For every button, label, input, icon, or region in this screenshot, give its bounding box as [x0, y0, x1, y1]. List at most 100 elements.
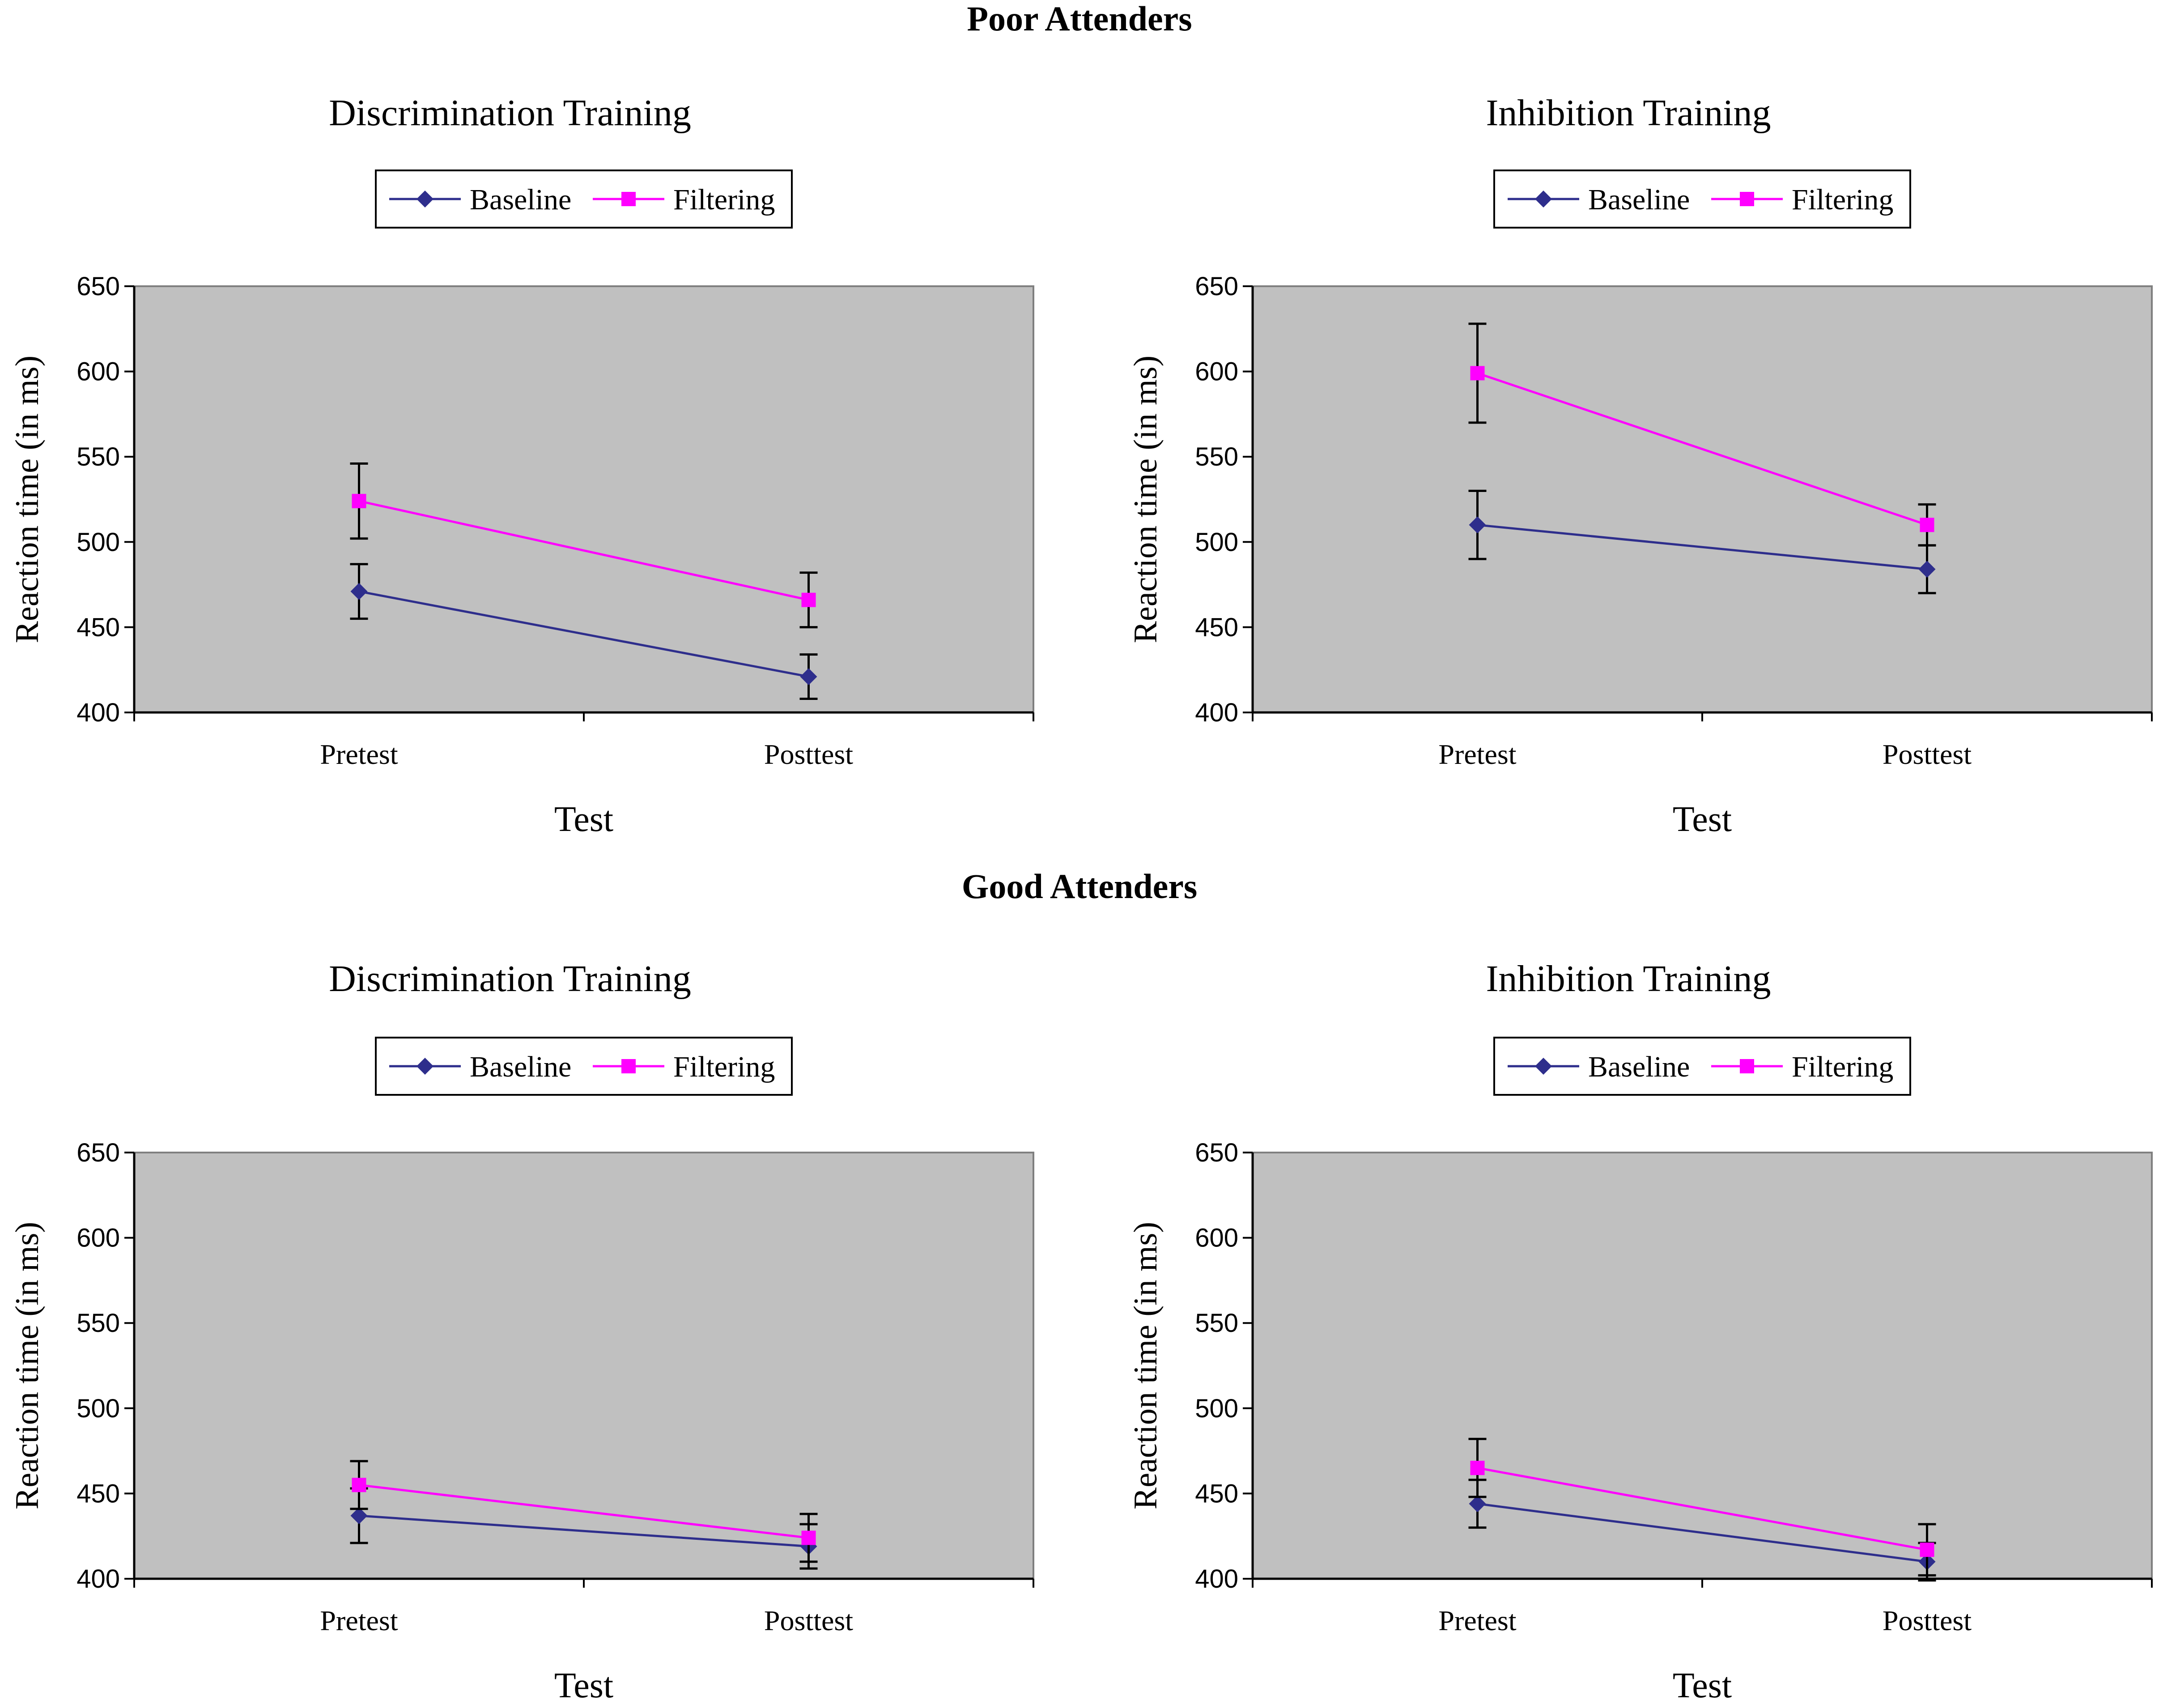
y-tick-label: 400: [76, 1564, 120, 1594]
legend-item-filtering: Filtering: [593, 183, 775, 216]
chart-poor-attenders-discrimination-training: Discrimination Training Baseline Filtering…: [9, 92, 1034, 839]
x-axis-label: Test: [554, 1666, 613, 1705]
series-baseline: [350, 563, 818, 700]
series-filtering: [350, 462, 818, 628]
series-line: [1477, 524, 1927, 571]
y-tick-label: 450: [1195, 1479, 1238, 1508]
legend-item-filtering: Filtering: [1711, 1051, 1893, 1083]
legend-label: Filtering: [1792, 1051, 1893, 1083]
legend-label: Filtering: [1792, 183, 1893, 216]
plot-area: [1252, 1152, 2153, 1580]
y-tick-label: 400: [1195, 1564, 1238, 1594]
x-tick-label: Posttest: [764, 1605, 853, 1636]
y-tick-label: 650: [76, 272, 120, 301]
data-point-filtering: [1920, 1543, 1934, 1557]
chart-title: Discrimination Training: [329, 92, 691, 134]
data-point-baseline: [800, 668, 817, 685]
data-point-filtering: [352, 1478, 366, 1492]
data-point-filtering: [352, 494, 366, 509]
chart-poor-attenders-inhibition-training: Inhibition Training Baseline Filtering 400 4…: [1127, 92, 2153, 839]
chart-title: Inhibition Training: [1486, 958, 1771, 1000]
y-tick-label: 450: [1195, 613, 1238, 642]
y-tick-label: 600: [1195, 357, 1238, 386]
data-point-baseline: [350, 583, 368, 600]
series-filtering: [1468, 322, 1936, 547]
legend-marker-diamond-icon: [416, 1058, 434, 1075]
series-filtering: [1468, 1437, 1936, 1577]
legend-marker-square-icon: [621, 192, 636, 206]
data-point-filtering: [801, 1530, 816, 1545]
y-axis-label: Reaction time (in ms): [9, 1222, 46, 1509]
legend-marker-square-icon: [621, 1059, 636, 1073]
series-line: [358, 500, 809, 601]
legend-item-baseline: Baseline: [1508, 183, 1690, 216]
y-axis-label: Reaction time (in ms): [1127, 1222, 1164, 1509]
series-line: [1477, 372, 1928, 526]
y-tick-label: 600: [1195, 1224, 1238, 1253]
x-tick-label: Pretest: [320, 1605, 398, 1636]
x-axis-label: Test: [1673, 800, 1732, 839]
legend-marker-diamond-icon: [1535, 191, 1552, 208]
x-tick-label: Posttest: [1883, 1605, 1972, 1636]
series-baseline: [1468, 489, 1936, 594]
legend-label: Filtering: [673, 183, 775, 216]
data-point-filtering: [801, 593, 816, 607]
x-tick-label: Posttest: [1883, 738, 1972, 770]
data-point-filtering: [1470, 1461, 1485, 1475]
y-tick-label: 500: [76, 1394, 120, 1423]
data-point-filtering: [1470, 366, 1485, 381]
chart-title: Inhibition Training: [1486, 92, 1771, 134]
data-point-baseline: [1469, 516, 1486, 534]
series-line: [359, 1483, 809, 1539]
legend-marker-square-icon: [1740, 1059, 1754, 1073]
legend-item-filtering: Filtering: [593, 1051, 775, 1083]
x-axis-label: Test: [1673, 1666, 1732, 1705]
legend-item-baseline: Baseline: [389, 183, 571, 216]
legend: Baseline Filtering: [1493, 1037, 1911, 1096]
data-point-filtering: [1920, 517, 1934, 532]
legend-marker-square-icon: [1740, 192, 1754, 206]
plot-area: [1252, 285, 2153, 713]
y-tick-label: 500: [76, 528, 120, 557]
x-tick-label: Pretest: [1438, 1605, 1516, 1636]
data-point-baseline: [1918, 560, 1936, 578]
legend-label: Baseline: [470, 1051, 571, 1083]
y-tick-label: 600: [76, 357, 120, 386]
y-axis-label: Reaction time (in ms): [1127, 356, 1164, 643]
y-tick-label: 500: [1195, 528, 1238, 557]
legend-marker-diamond-icon: [416, 191, 434, 208]
plot-area: [133, 1152, 1034, 1580]
y-tick-label: 500: [1195, 1394, 1238, 1423]
series-line: [1477, 1466, 1927, 1551]
series-line: [359, 590, 809, 678]
chart-title: Discrimination Training: [329, 958, 691, 1000]
series-line: [1477, 1502, 1927, 1563]
y-tick-label: 400: [1195, 698, 1238, 727]
x-tick-label: Pretest: [320, 738, 398, 770]
x-tick-label: Posttest: [764, 738, 853, 770]
legend: Baseline Filtering: [375, 170, 793, 229]
series-baseline: [350, 1487, 818, 1570]
legend: Baseline Filtering: [375, 1037, 793, 1096]
y-tick-label: 550: [1195, 442, 1238, 471]
legend-label: Filtering: [673, 1051, 775, 1083]
legend-item-filtering: Filtering: [1711, 183, 1893, 216]
plot-area: [133, 285, 1034, 713]
x-tick-label: Pretest: [1438, 738, 1516, 770]
legend-label: Baseline: [1588, 1051, 1690, 1083]
y-tick-label: 650: [1195, 272, 1238, 301]
x-axis-label: Test: [554, 800, 613, 839]
y-tick-label: 600: [76, 1224, 120, 1253]
data-point-baseline: [350, 1507, 368, 1524]
section-title-poor-attenders: Poor Attenders: [967, 0, 1192, 38]
section-title-good-attenders: Good Attenders: [962, 867, 1198, 906]
y-tick-label: 400: [76, 698, 120, 727]
legend-label: Baseline: [470, 183, 571, 216]
legend-item-baseline: Baseline: [389, 1051, 571, 1083]
series-filtering: [350, 1460, 818, 1563]
legend-label: Baseline: [1588, 183, 1690, 216]
data-point-baseline: [1469, 1495, 1486, 1513]
y-tick-label: 550: [76, 1309, 120, 1338]
y-axis-label: Reaction time (in ms): [9, 356, 46, 643]
